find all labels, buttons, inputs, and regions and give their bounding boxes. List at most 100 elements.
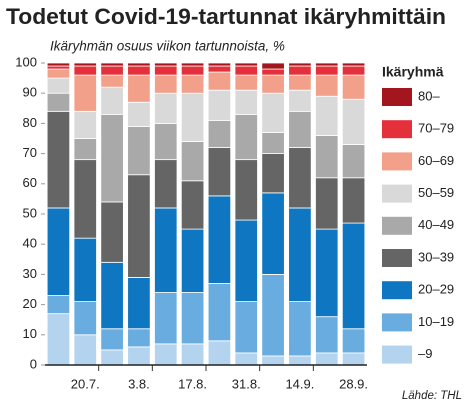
bar-segment <box>261 153 285 194</box>
bar-segment <box>100 349 124 366</box>
y-tick-label: 100 <box>15 54 37 69</box>
legend-label: 10–19 <box>418 314 454 329</box>
chart-title: Todetut Covid-19-tartunnat ikäryhmittäin <box>6 4 446 29</box>
bar-segment <box>127 277 151 330</box>
bar-segment <box>288 301 312 357</box>
bar-segment <box>46 110 71 209</box>
legend-label: 60–69 <box>418 153 454 168</box>
bar-segment <box>341 222 366 330</box>
legend-swatch <box>382 249 412 267</box>
bar-segment <box>207 340 232 366</box>
legend-label: 40–49 <box>418 217 454 232</box>
bar-segment <box>127 101 151 127</box>
bar-segment <box>73 74 97 112</box>
bar-segment <box>180 228 205 293</box>
x-tick-label: 17.8. <box>178 376 207 391</box>
y-tick-label: 50 <box>23 205 37 220</box>
bar-segment <box>341 328 366 354</box>
bar-segment <box>100 62 124 67</box>
bar-segment <box>261 132 285 155</box>
bar-segment <box>100 328 124 351</box>
bar-segment <box>73 334 97 366</box>
bar-segment <box>341 177 366 224</box>
legend-swatch <box>382 184 412 203</box>
legend-label: –9 <box>418 346 432 361</box>
bar-segment <box>180 180 205 230</box>
legend-label: 50–59 <box>418 185 454 200</box>
bar-segment <box>180 74 205 94</box>
legend-swatch <box>382 281 412 300</box>
bar-segment <box>46 313 71 366</box>
bar-segment <box>234 65 258 76</box>
bar-segment <box>341 65 366 76</box>
bar-segment <box>341 98 366 145</box>
bar-segment <box>234 89 258 115</box>
bar-segment <box>127 346 151 366</box>
bar-segment <box>288 147 312 209</box>
y-tick-label: 0 <box>30 356 37 371</box>
bar-segment <box>315 352 339 366</box>
bar-segment <box>207 71 232 91</box>
bar-segment <box>234 159 258 221</box>
bar-segment <box>261 62 285 70</box>
legend-swatch <box>382 152 412 171</box>
bar-segment <box>180 62 205 67</box>
bar-segment <box>46 77 71 94</box>
bar-segment <box>46 65 71 70</box>
bar-segment <box>315 135 339 179</box>
bar-segment <box>127 174 151 278</box>
bar-segment <box>288 65 312 76</box>
bar-segment <box>180 343 205 366</box>
bar-segment <box>288 110 312 148</box>
y-tick-label: 40 <box>23 236 37 251</box>
legend-swatch <box>382 313 412 332</box>
bar-segment <box>127 126 151 176</box>
source: Lähde: THL <box>402 390 462 402</box>
y-tick-label: 10 <box>23 326 37 341</box>
bar-segment <box>315 177 339 230</box>
bar-segment <box>234 113 258 161</box>
bar-segment <box>154 74 178 94</box>
bar-segment <box>315 95 339 136</box>
legend-label: 70–79 <box>418 121 454 136</box>
bar-segment <box>288 355 312 366</box>
bar-segment <box>207 195 232 284</box>
x-tick-label: 3.8. <box>128 376 150 391</box>
bar-segment <box>234 352 258 366</box>
bar-segment <box>73 301 97 336</box>
bar-segment <box>288 62 312 67</box>
bar-segment <box>73 237 97 302</box>
bar-segment <box>46 68 71 79</box>
bar-segment <box>73 65 97 76</box>
bar-segment <box>100 86 124 115</box>
bar-segment <box>154 123 178 161</box>
bar-segment <box>315 74 339 97</box>
bar-segment <box>261 92 285 133</box>
legend-title: Ikäryhmä <box>382 64 444 80</box>
bar-segment <box>154 62 178 67</box>
y-tick-label: 20 <box>23 296 37 311</box>
bar-segment <box>154 159 178 209</box>
legend-swatch <box>382 120 412 139</box>
x-tick-label: 20.7. <box>71 376 100 391</box>
bar-segment <box>261 68 285 76</box>
bar-segment <box>207 147 232 197</box>
bar-segment <box>234 301 258 354</box>
legend-swatch <box>382 88 412 106</box>
y-tick-label: 30 <box>23 266 37 281</box>
x-tick-label: 14.9. <box>285 376 314 391</box>
bar-segment <box>288 74 312 91</box>
bar-segment <box>73 138 97 161</box>
bar-segment <box>341 144 366 179</box>
bar-segment <box>46 207 71 296</box>
legend-label: 20–29 <box>418 282 454 297</box>
bar-segment <box>46 62 71 67</box>
bar-segment <box>73 110 97 139</box>
bar-segment <box>100 113 124 203</box>
bar-segment <box>315 65 339 76</box>
x-tick-label: 28.9. <box>339 376 368 391</box>
bar-segment <box>315 228 339 318</box>
bar-segment <box>180 92 205 142</box>
y-tick-label: 60 <box>23 175 37 190</box>
